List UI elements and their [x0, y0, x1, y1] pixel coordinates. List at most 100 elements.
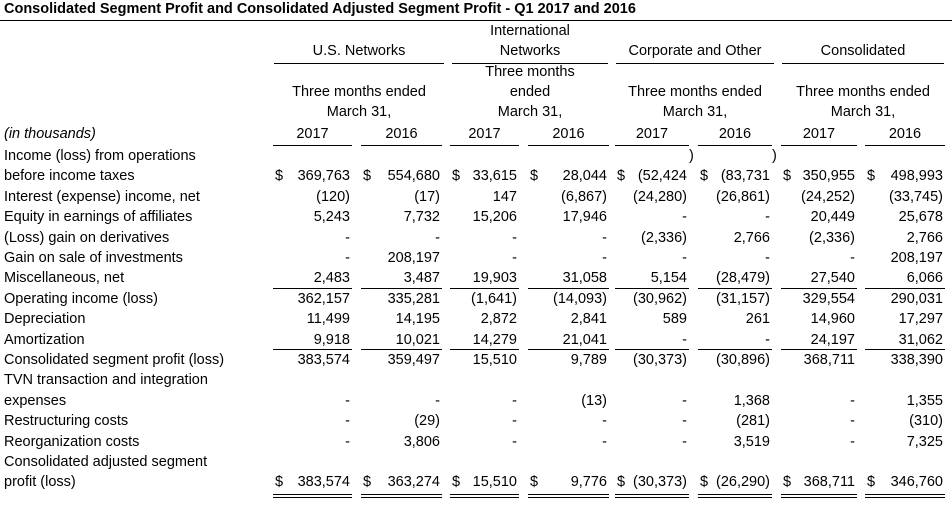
value-cell: 2,766: [867, 228, 943, 248]
value-cell: $498,993: [867, 166, 943, 186]
cell-value: 14,960: [810, 311, 855, 328]
cell-value: 3,806: [403, 433, 440, 450]
cell-value: -: [602, 413, 607, 430]
value-cell: 589: [617, 309, 687, 329]
row-label: Amortization: [4, 331, 85, 348]
year-rule: [865, 145, 945, 146]
value-cell: (120): [275, 187, 350, 207]
value-cell: 5,243: [275, 207, 350, 227]
row-label: TVN transaction and integration: [4, 372, 208, 389]
cell-value: -: [682, 250, 687, 266]
value-cell: 208,197: [363, 248, 440, 268]
cell-value: 2,766: [733, 229, 770, 246]
row-label: Interest (expense) income, net: [4, 188, 200, 205]
value-cell: -: [363, 228, 440, 248]
row-label: (Loss) gain on derivatives: [4, 229, 170, 246]
cell-value: (33,745): [888, 188, 943, 205]
value-cell: (6,867): [530, 187, 607, 207]
subtotal-rule: [615, 287, 689, 289]
cell-value: 362,157: [297, 290, 350, 307]
value-cell: 3,806: [363, 432, 440, 452]
table-row: Income (loss) from operations before inco…: [0, 146, 952, 187]
cell-value: 554,680: [387, 168, 440, 185]
value-cell: 2,483: [275, 268, 350, 288]
group-rule: [616, 63, 774, 64]
value-cell: -: [617, 391, 687, 411]
cell-value: 363,274: [387, 474, 440, 491]
cell-value: 25,678: [898, 209, 943, 226]
cell-value: 208,197: [890, 250, 943, 266]
cell-value: 20,449: [810, 209, 855, 226]
period-label: March 31,: [326, 104, 392, 120]
cell-value: (281): [736, 413, 770, 430]
cell-value: 9,918: [313, 331, 350, 348]
cell-value: 17,297: [898, 311, 943, 328]
value-cell: $15,510: [452, 472, 517, 492]
cell-value: 31,062: [898, 331, 943, 348]
cell-value: (310): [909, 413, 943, 430]
row-label: Gain on sale of investments: [4, 250, 183, 266]
value-cell: $363,274: [363, 472, 440, 492]
row-label: Reorganization costs: [4, 433, 140, 450]
value-cell: (30,373): [617, 350, 687, 370]
value-cell: 25,678: [867, 207, 943, 227]
value-cell: (30,962): [617, 289, 687, 309]
period-label: March 31,: [830, 104, 896, 120]
cell-value: -: [512, 433, 517, 450]
value-cell: (28,479): [700, 268, 770, 288]
value-cell: -: [452, 391, 517, 411]
value-cell: 3,487: [363, 268, 440, 288]
value-cell: (14,093): [530, 289, 607, 309]
year-header: 2016: [718, 126, 752, 142]
cell-value: 359,497: [387, 352, 440, 368]
value-cell: (2,336): [617, 228, 687, 248]
table-row: Equity in earnings of affiliates 5,243 7,7…: [0, 207, 952, 227]
value-cell: 11,499: [275, 309, 350, 329]
subtotal-rule: [865, 287, 945, 289]
currency-symbol: $: [867, 474, 876, 491]
value-cell: 14,960: [783, 309, 855, 329]
cell-value: -: [682, 209, 687, 226]
cell-value: 2,483: [313, 270, 350, 287]
value-cell: -: [530, 228, 607, 248]
value-cell: -: [452, 411, 517, 431]
cell-value: 7,732: [403, 209, 440, 226]
cell-value: 368,711: [803, 474, 855, 491]
cell-value: 15,510: [472, 352, 517, 368]
value-cell: 14,279: [452, 330, 517, 350]
value-cell: 5,154: [617, 268, 687, 288]
cell-value: 335,281: [387, 290, 440, 307]
value-cell: -: [275, 228, 350, 248]
value-cell: 2,766: [700, 228, 770, 248]
value-cell: (1,641): [452, 289, 517, 309]
cell-value: (6,867): [561, 188, 607, 205]
cell-value: -: [345, 413, 350, 430]
subtotal-rule: [361, 349, 442, 350]
value-cell: 1,368: [700, 391, 770, 411]
group-rule: [274, 63, 444, 64]
cell-value: 9,776: [570, 474, 607, 491]
value-cell: 7,325: [867, 432, 943, 452]
cell-value: (24,280): [632, 188, 687, 205]
period-label: Three months ended: [292, 84, 426, 100]
value-cell: (281): [700, 411, 770, 431]
value-cell: 329,554: [783, 289, 855, 309]
cell-value: 31,058: [562, 270, 607, 287]
row-label: Miscellaneous, net: [4, 270, 125, 287]
value-cell: -: [700, 248, 770, 268]
value-cell: $9,776: [530, 472, 607, 492]
cell-value: (30,896): [715, 352, 770, 368]
cell-value: 383,574: [297, 474, 350, 491]
row-label: expenses: [4, 392, 67, 409]
table-row: Amortization 9,918 10,021 14,279 21,041 - - 24,…: [0, 330, 952, 350]
row-label: Equity in earnings of affiliates: [4, 209, 193, 226]
value-cell: $346,760: [867, 472, 943, 492]
cell-value: 589: [662, 311, 687, 328]
table-row: Consolidated adjusted segment profit (los…: [0, 452, 952, 493]
cell-value: (120): [316, 188, 350, 205]
cell-value: -: [345, 392, 350, 409]
cell-value: (26,290): [715, 474, 770, 491]
cell-value: 290,031: [890, 290, 943, 307]
cell-value: 24,197: [810, 331, 855, 348]
value-cell: 31,058: [530, 268, 607, 288]
